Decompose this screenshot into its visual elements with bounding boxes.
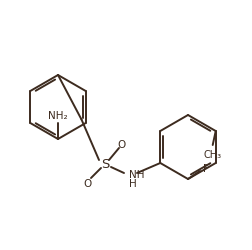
- Text: O: O: [84, 178, 92, 188]
- Text: H: H: [129, 178, 136, 188]
- Text: NH: NH: [129, 169, 144, 179]
- Text: CH₃: CH₃: [203, 150, 221, 159]
- Text: O: O: [117, 140, 126, 149]
- Text: F: F: [202, 163, 208, 173]
- Text: NH₂: NH₂: [48, 110, 68, 120]
- Text: S: S: [100, 158, 109, 171]
